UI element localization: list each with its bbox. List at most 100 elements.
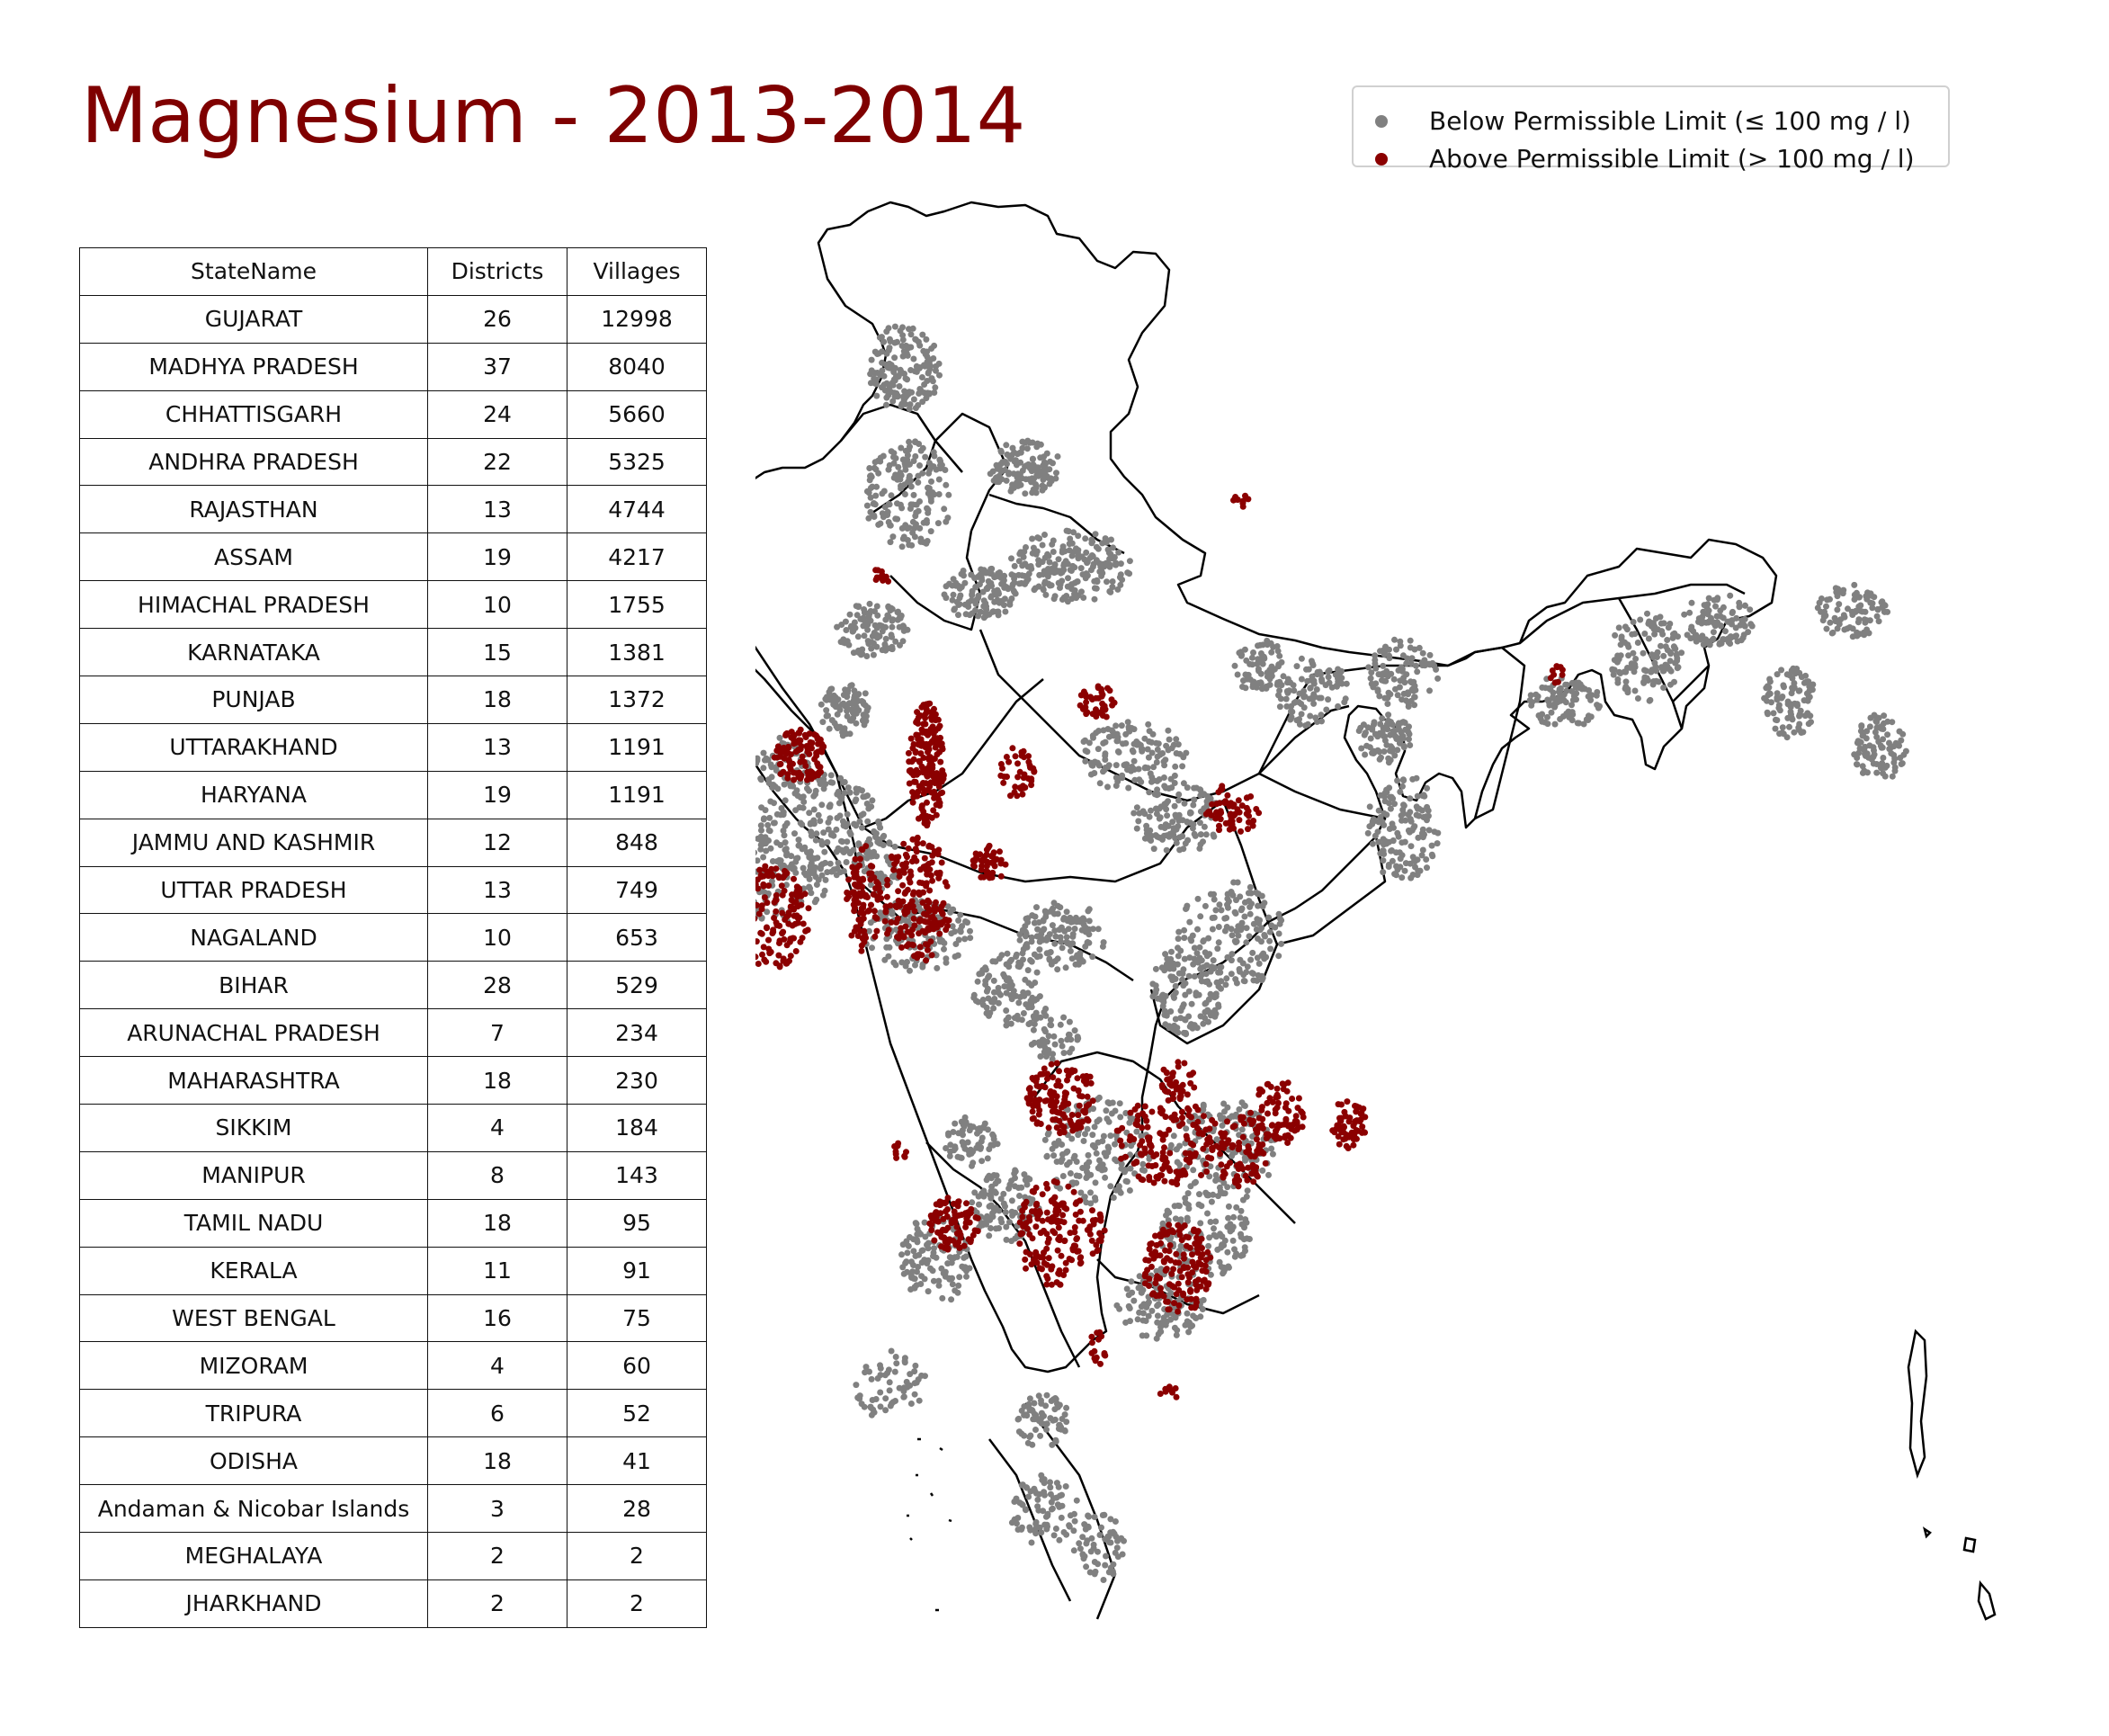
sample-point bbox=[1191, 796, 1198, 803]
andaman-islands-outline bbox=[1907, 1329, 1928, 1479]
sample-point bbox=[936, 802, 943, 810]
gray-dot-icon bbox=[1375, 114, 1388, 128]
sample-point bbox=[813, 881, 820, 888]
sample-point bbox=[1233, 980, 1240, 987]
sample-point bbox=[1875, 618, 1882, 625]
sample-point bbox=[1028, 1004, 1035, 1011]
sample-point bbox=[1191, 1022, 1198, 1029]
sample-point bbox=[1171, 780, 1178, 786]
sample-point bbox=[860, 810, 867, 818]
sample-point bbox=[941, 506, 948, 513]
sample-point bbox=[871, 500, 878, 506]
sample-point bbox=[1833, 589, 1840, 596]
sample-point bbox=[800, 799, 808, 805]
cell-statename: MAHARASHTRA bbox=[79, 1056, 428, 1105]
sample-point bbox=[1258, 655, 1265, 662]
sample-point bbox=[913, 509, 920, 516]
sample-point bbox=[767, 845, 774, 852]
sample-point bbox=[1075, 532, 1082, 540]
sample-point bbox=[1134, 1316, 1141, 1323]
sample-point bbox=[808, 832, 815, 839]
sample-point bbox=[1029, 455, 1036, 462]
sample-point bbox=[1183, 1031, 1190, 1038]
sample-point bbox=[1080, 1138, 1087, 1144]
sample-point bbox=[1027, 1432, 1034, 1439]
sample-point bbox=[1153, 759, 1160, 765]
sample-point bbox=[817, 781, 824, 787]
sample-point bbox=[1855, 616, 1863, 623]
sample-point bbox=[846, 789, 853, 796]
sample-point bbox=[1162, 801, 1169, 808]
sample-point bbox=[899, 336, 907, 344]
sample-point bbox=[1714, 595, 1721, 602]
state-table: StateName Districts Villages GUJARAT 26 12… bbox=[79, 247, 707, 1628]
sample-point bbox=[964, 919, 970, 926]
sample-point bbox=[872, 830, 880, 837]
sample-point bbox=[1072, 961, 1079, 968]
sample-point bbox=[1556, 685, 1563, 693]
sample-point bbox=[1640, 649, 1647, 657]
sample-point bbox=[889, 616, 897, 623]
sample-point bbox=[1289, 708, 1296, 715]
sample-point bbox=[1091, 1570, 1098, 1578]
sample-point bbox=[1062, 964, 1069, 971]
sample-point bbox=[1028, 1041, 1035, 1048]
sample-point bbox=[1010, 587, 1017, 595]
sample-point bbox=[1148, 807, 1154, 814]
sample-point bbox=[886, 944, 893, 951]
sample-point bbox=[1267, 945, 1274, 953]
sample-point bbox=[811, 864, 818, 871]
sample-point bbox=[1434, 675, 1442, 682]
sample-point bbox=[1224, 1248, 1231, 1256]
cell-statename: MEGHALAYA bbox=[79, 1532, 428, 1580]
sample-point bbox=[907, 1400, 915, 1407]
sample-point bbox=[961, 1254, 968, 1261]
sample-point bbox=[1275, 930, 1282, 937]
sample-point bbox=[1096, 1162, 1104, 1169]
sample-point bbox=[1300, 687, 1308, 694]
sample-point bbox=[1366, 744, 1373, 751]
sample-point bbox=[1551, 720, 1559, 728]
sample-point bbox=[1067, 535, 1074, 542]
sample-point bbox=[1088, 1535, 1095, 1542]
sample-point bbox=[1104, 764, 1112, 771]
sample-point bbox=[1871, 747, 1877, 754]
sample-point bbox=[1374, 828, 1381, 836]
sample-point bbox=[1166, 830, 1174, 837]
sample-point bbox=[767, 761, 774, 768]
sample-point bbox=[931, 452, 938, 460]
sample-point bbox=[830, 698, 837, 705]
sample-point bbox=[1241, 1244, 1248, 1251]
sample-point bbox=[1278, 658, 1285, 666]
sample-point bbox=[965, 599, 972, 606]
sample-point bbox=[1043, 1391, 1050, 1399]
cell-districts: 10 bbox=[427, 580, 567, 630]
sample-point bbox=[1238, 1207, 1245, 1214]
sample-point bbox=[898, 543, 906, 550]
sample-point bbox=[1365, 664, 1372, 671]
sample-point bbox=[1019, 950, 1026, 957]
sample-point bbox=[1873, 769, 1881, 776]
sample-point bbox=[1845, 605, 1851, 613]
sample-point bbox=[1113, 559, 1120, 567]
sample-point bbox=[1049, 922, 1056, 929]
sample-point bbox=[769, 784, 776, 791]
sample-point bbox=[1255, 679, 1262, 686]
sample-point bbox=[1585, 693, 1592, 700]
sample-point bbox=[1105, 550, 1113, 557]
sample-point bbox=[932, 711, 939, 718]
sample-point bbox=[828, 830, 836, 837]
sample-point bbox=[1031, 1410, 1038, 1418]
sample-point bbox=[1191, 830, 1198, 837]
sample-point bbox=[1175, 797, 1182, 804]
sample-point bbox=[1050, 1033, 1058, 1040]
sample-point bbox=[821, 848, 828, 855]
sample-point bbox=[1739, 634, 1747, 641]
sample-point bbox=[1881, 712, 1888, 720]
sample-point bbox=[826, 725, 833, 732]
cell-districts: 18 bbox=[427, 1436, 567, 1486]
sample-point bbox=[1419, 846, 1426, 854]
sample-point bbox=[920, 720, 927, 728]
sample-point bbox=[1381, 790, 1389, 797]
sample-point bbox=[1878, 725, 1885, 732]
